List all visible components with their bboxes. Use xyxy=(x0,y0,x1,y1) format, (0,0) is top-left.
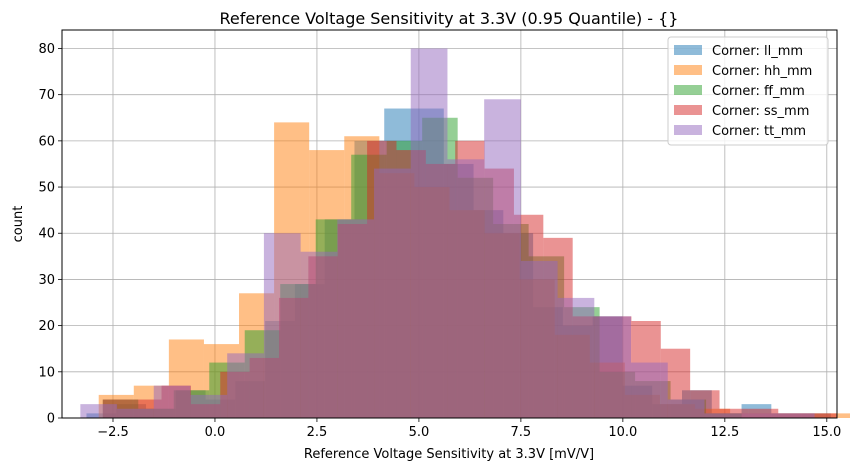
legend-swatch xyxy=(674,65,702,75)
histogram-bar xyxy=(667,399,705,418)
ticks: −2.5 0.0 2.5 5.0 7.5 10.0 12.5 15.0 0 10 20 30 40 50 6… xyxy=(38,42,841,440)
histogram-bar xyxy=(741,413,778,418)
histogram-bar xyxy=(807,413,837,418)
histogram-bar xyxy=(704,413,742,418)
x-axis-label: Reference Voltage Sensitivity at 3.3V [m… xyxy=(304,447,594,462)
plot-frame xyxy=(61,29,838,419)
histogram-bar xyxy=(631,362,668,418)
x-tick-label: 15.0 xyxy=(812,425,841,440)
legend-label: Corner: tt_mm xyxy=(712,124,806,139)
histogram-bar xyxy=(80,404,118,418)
x-tick-label: −2.5 xyxy=(97,425,129,440)
y-axis-label: count xyxy=(11,206,26,243)
legend-label: Corner: ff_mm xyxy=(712,84,805,99)
histogram-bar xyxy=(374,168,411,418)
y-tick-label: 70 xyxy=(38,88,55,103)
y-tick-label: 50 xyxy=(38,181,55,196)
histogram-bar xyxy=(227,353,264,418)
y-tick-label: 30 xyxy=(38,273,55,288)
y-tick-label: 60 xyxy=(38,134,55,149)
histogram-bar xyxy=(594,316,632,418)
histogram-bar xyxy=(835,413,850,418)
histogram-bar xyxy=(484,99,521,419)
histogram-bar xyxy=(410,48,448,418)
legend-swatch xyxy=(674,105,702,115)
y-tick-label: 0 xyxy=(47,412,55,427)
legend: Corner: ll_mm Corner: hh_mm Corner: ff_mm C… xyxy=(667,36,829,146)
histogram-bar xyxy=(557,297,595,418)
bars xyxy=(80,48,850,419)
histogram-bar xyxy=(190,394,228,418)
histogram-bar xyxy=(777,413,815,418)
legend-swatch xyxy=(674,45,702,55)
histogram-bar xyxy=(153,385,191,418)
chart-title: Reference Voltage Sensitivity at 3.3V (0… xyxy=(220,9,679,28)
y-tick-label: 10 xyxy=(38,365,55,380)
histogram-bar xyxy=(300,251,338,418)
histogram-bar xyxy=(447,159,485,419)
legend-label: Corner: ss_mm xyxy=(712,104,809,119)
x-tick-label: 12.5 xyxy=(710,425,739,440)
x-tick-label: 10.0 xyxy=(608,425,637,440)
legend-swatch xyxy=(674,125,702,135)
legend-swatch xyxy=(674,85,702,95)
legend-box xyxy=(667,36,829,146)
x-tick-label: 0.0 xyxy=(205,425,226,440)
series-corner-tt-mm xyxy=(80,48,815,419)
legend-label: Corner: hh_mm xyxy=(712,64,812,79)
x-tick-label: 5.0 xyxy=(409,425,430,440)
x-tick-label: 2.5 xyxy=(307,425,328,440)
histogram-bar xyxy=(263,233,301,418)
x-tick-label: 7.5 xyxy=(511,425,532,440)
histogram-bar xyxy=(117,408,154,418)
y-tick-label: 40 xyxy=(38,227,55,242)
histogram-bar xyxy=(520,260,558,418)
y-tick-label: 20 xyxy=(38,319,55,334)
y-tick-label: 80 xyxy=(38,42,55,57)
histogram-bar xyxy=(337,219,375,418)
legend-label: Corner: ll_mm xyxy=(712,44,803,59)
